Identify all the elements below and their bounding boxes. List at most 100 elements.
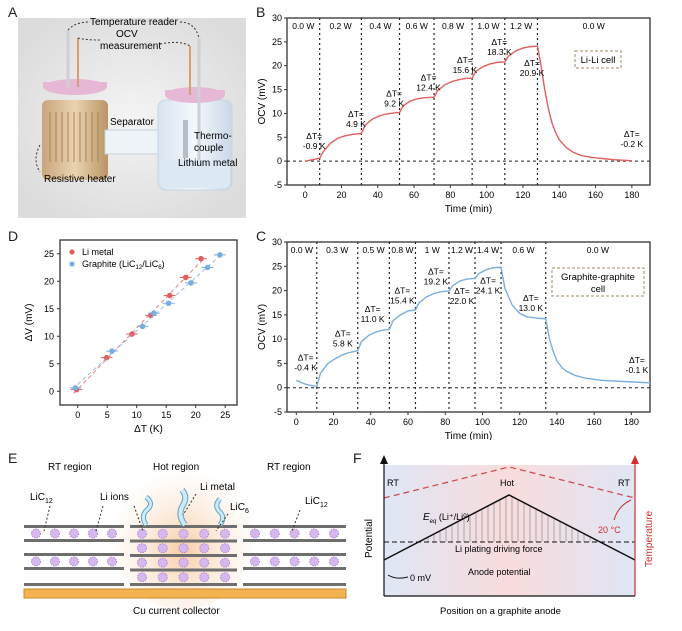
legend-sub: 6 [158, 265, 162, 271]
delta-t-value: 19.2 K [424, 276, 449, 286]
li-ion [137, 557, 147, 568]
label-twenty-c: 20 °C [598, 525, 621, 535]
x-tick-label: 40 [366, 417, 376, 427]
data-point [182, 274, 189, 281]
legend-text: ) [162, 259, 165, 269]
x-axis-label: ΔT (K) [134, 424, 163, 435]
li-ion [329, 556, 339, 567]
li-ion [107, 528, 117, 539]
li-ion [309, 528, 320, 539]
label-separator: Separator [110, 117, 155, 128]
plot-frame [59, 239, 238, 406]
graphene-sheet [243, 539, 346, 542]
label-li-metal: Li metal [200, 482, 235, 493]
y-tick-label: 0 [277, 156, 282, 166]
cell-label-box [574, 50, 622, 69]
right-cap-side [165, 90, 225, 96]
li-metal-dendrites [140, 488, 226, 527]
y-tick-label: 20 [44, 276, 54, 286]
cu-current-collector [23, 588, 347, 599]
graphene-sheet [130, 539, 237, 543]
x-tick-label: 80 [440, 417, 450, 427]
delta-t-value: -0.9 K [303, 141, 326, 151]
label-resistive-heater: Resistive heater [44, 174, 116, 185]
graphene-sheet [243, 567, 346, 570]
delta-t-label: ΔT= [386, 88, 402, 98]
li-ion [269, 528, 280, 539]
label-couple: couple [194, 143, 224, 154]
label-lic12-left: LiC12 [30, 492, 53, 505]
panel-letter-d: D [8, 228, 19, 244]
delta-t-label: ΔT= [428, 266, 444, 276]
x-axis-label: Time (min) [445, 204, 492, 215]
graphene-sheet [24, 583, 124, 586]
panel-a-apparatus-illustration: Temperature reader OCV measurement Separ… [18, 17, 246, 218]
y-tick-label: 0 [49, 386, 54, 396]
chart-b-li-li-ocv: -5 0 5 10 15 20 25 30 0 20 40 60 80 100 120 140 160 180 Ti… [257, 13, 651, 215]
graphene-sheet [243, 583, 346, 586]
delta-t-label: ΔT= [365, 304, 381, 314]
lithium-metal-strip [183, 120, 188, 158]
graphene-sheet [24, 525, 124, 528]
x-tick-label: 80 [445, 190, 455, 200]
delta-t-value: 12.4 K [416, 83, 441, 93]
li-ion [107, 556, 117, 567]
y-tick-label: 25 [44, 249, 54, 259]
li-ion [250, 528, 260, 539]
temperature-profile-line [383, 466, 636, 499]
panel-letter-a: A [8, 4, 18, 20]
graphene-sheet [130, 568, 237, 572]
label-position-axis: Position on a graphite anode [440, 606, 561, 617]
li-ion [178, 557, 189, 568]
x-tick-label: 0 [75, 410, 80, 420]
delta-t-value: 11.0 K [361, 314, 385, 324]
delta-t-label: ΔT= [624, 129, 640, 139]
graphene-sheet [24, 553, 124, 556]
panel-letter-c: C [256, 228, 267, 244]
e-leader-lines [43, 493, 301, 532]
power-phase-label: 0.6 W [406, 21, 428, 31]
label-rt-region-left: RT region [48, 462, 92, 473]
label-rt-region-right: RT region [267, 462, 311, 473]
data-point [151, 310, 157, 316]
label-eeq: Eeq (Li⁺/Li⁰) [423, 512, 470, 525]
li-ion [220, 572, 230, 583]
right-cell [157, 38, 233, 191]
y-tick-label: -5 [274, 407, 282, 417]
chart-c-graphite-ocv: -5 0 5 10 15 20 25 30 0 20 40 60 80 100 120 140 160 180 Ti… [257, 237, 651, 440]
graphene-sheet [243, 525, 346, 528]
x-tick-label: 20 [336, 190, 346, 200]
data-point [109, 348, 115, 354]
li-ion [31, 528, 41, 539]
x-tick-label: 120 [515, 190, 530, 200]
x-tick-label: 100 [479, 190, 494, 200]
y-tick-label: 30 [272, 237, 282, 247]
x-tick-label: 5 [105, 410, 110, 420]
li-ion [50, 556, 60, 567]
y-axis-label: ΔV (mV) [24, 304, 35, 342]
power-phase-label: 0.0 W [587, 245, 609, 255]
power-phase-label: 0.0 W [292, 21, 314, 31]
data-point [166, 292, 173, 299]
graphene-sheet [243, 553, 346, 556]
x-tick-label: 60 [409, 190, 419, 200]
left-cell [42, 30, 108, 180]
y-tick-label: -5 [274, 180, 282, 190]
twenty-c-arrow-icon [613, 499, 632, 521]
li-ion [69, 556, 79, 567]
x-tick-label: 180 [624, 190, 639, 200]
data-point [129, 331, 135, 337]
x-tick-label: 160 [588, 190, 603, 200]
y-tick-label: 0 [277, 383, 282, 393]
x-tick-label: 120 [512, 417, 527, 427]
cell-label-line1: Graphite-graphite [561, 272, 635, 283]
delta-t-label: ΔT= [523, 293, 539, 303]
y-tick-label: 15 [44, 304, 54, 314]
delta-t-value: 9.2 K [384, 98, 404, 108]
power-phase-label: 0.4 W [369, 21, 391, 31]
x-tick-label: 40 [373, 190, 383, 200]
label-thermo: Thermo- [194, 131, 232, 142]
data-point [198, 255, 204, 262]
label-li-ions: Li ions [100, 492, 129, 503]
data-point [217, 252, 223, 258]
